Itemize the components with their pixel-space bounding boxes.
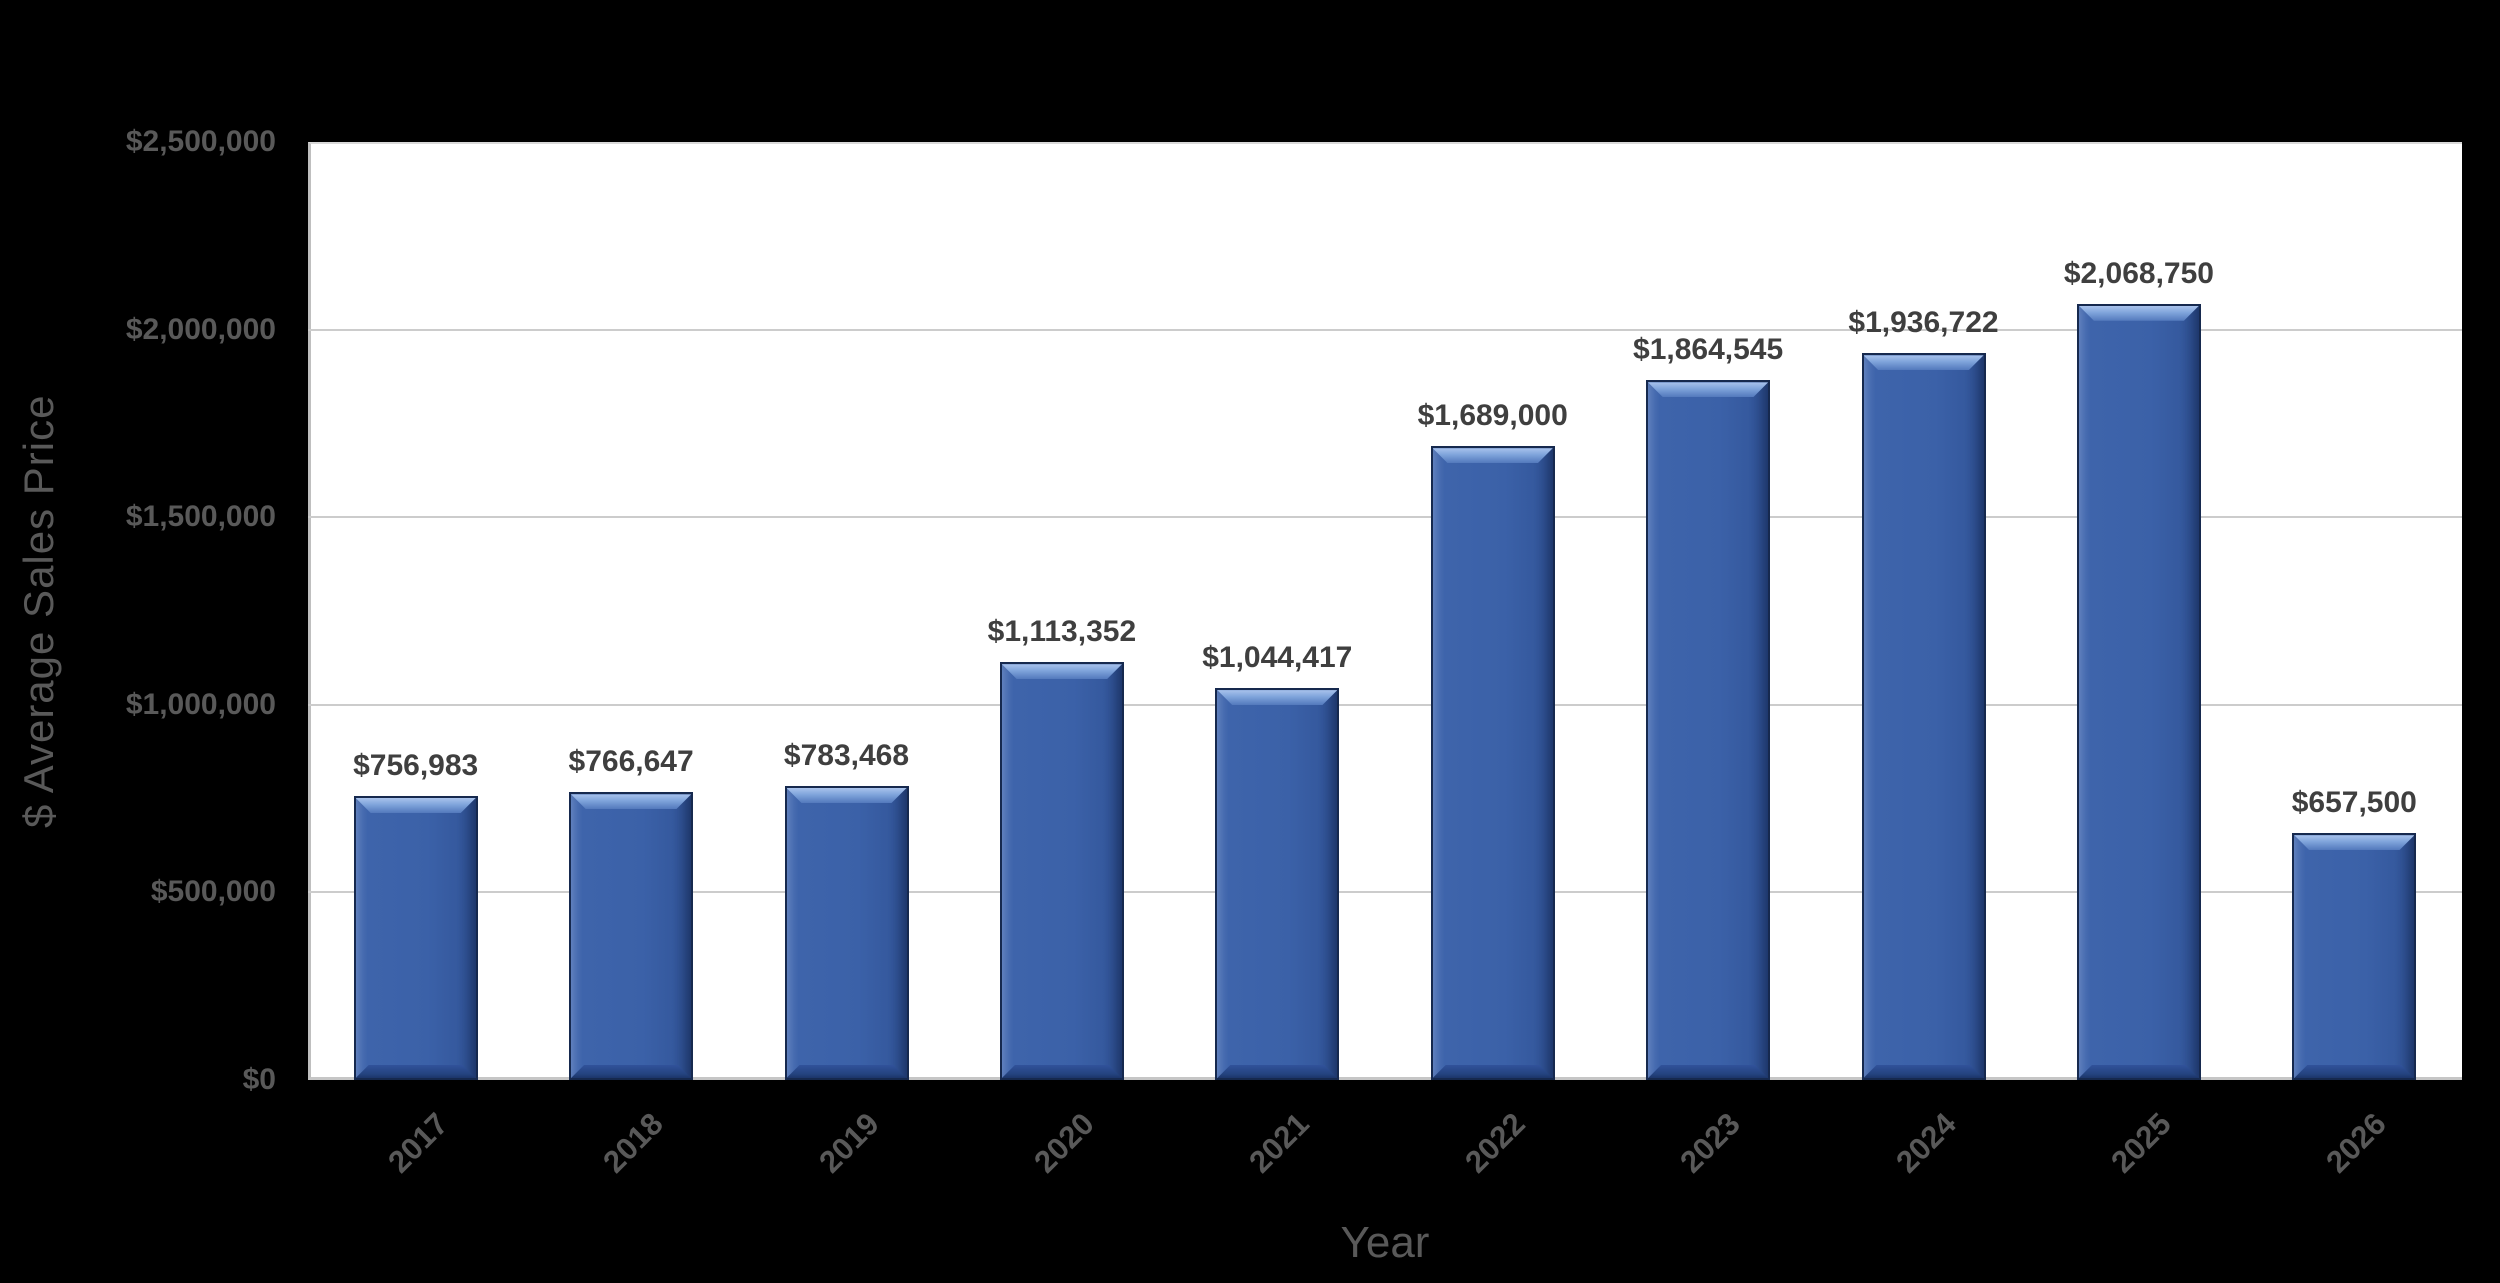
bar-value-label: $1,936,722 bbox=[1848, 306, 1999, 340]
x-axis-title: Year bbox=[1340, 1218, 1430, 1267]
bar-2021 bbox=[1215, 688, 1340, 1080]
y-tick-label: $2,000,000 bbox=[125, 312, 276, 346]
bar-value-label: $766,647 bbox=[568, 745, 694, 779]
bar-value-label: $1,044,417 bbox=[1202, 641, 1353, 675]
y-tick-label: $2,500,000 bbox=[125, 125, 276, 158]
x-tick-label: 2017 bbox=[380, 1106, 455, 1180]
bar-value-label: $1,113,352 bbox=[987, 615, 1137, 649]
y-tick-label: $0 bbox=[242, 1063, 276, 1096]
gridline bbox=[308, 891, 2462, 894]
x-tick-label: 2026 bbox=[2319, 1106, 2394, 1180]
y-tick-label: $1,000,000 bbox=[125, 687, 276, 721]
x-tick-label: 2023 bbox=[1673, 1106, 1747, 1180]
bar-2018 bbox=[569, 792, 694, 1080]
gridline bbox=[308, 328, 2462, 331]
y-tick-label: $500,000 bbox=[150, 875, 276, 909]
y-axis-title: $ Average Sales Price bbox=[15, 394, 62, 828]
x-tick-label: 2018 bbox=[596, 1106, 670, 1180]
bar-value-label: $1,864,545 bbox=[1633, 333, 1784, 367]
bar-2023 bbox=[1646, 380, 1771, 1080]
x-tick-label: 2020 bbox=[1027, 1106, 1101, 1180]
bar-2022 bbox=[1430, 446, 1555, 1080]
bar-2024 bbox=[1861, 353, 1986, 1080]
bar-2026 bbox=[2292, 833, 2417, 1080]
bar-value-label: $1,689,000 bbox=[1417, 399, 1568, 433]
bar-2017 bbox=[353, 795, 478, 1080]
bar-2020 bbox=[999, 662, 1124, 1080]
bar-value-label: $2,068,750 bbox=[2063, 256, 2214, 290]
gridline bbox=[308, 516, 2462, 519]
bar-value-label: $756,983 bbox=[353, 748, 479, 782]
bar-value-label: $657,500 bbox=[2291, 786, 2417, 820]
x-tick-label: 2025 bbox=[2104, 1106, 2178, 1180]
bar-value-label: $783,468 bbox=[783, 739, 910, 773]
x-tick-label: 2019 bbox=[811, 1106, 886, 1180]
bar-2019 bbox=[784, 786, 909, 1080]
bar-2025 bbox=[2076, 303, 2201, 1080]
y-tick-label: $1,500,000 bbox=[125, 500, 276, 534]
gridline bbox=[308, 703, 2462, 706]
x-tick-label: 2024 bbox=[1888, 1106, 1963, 1180]
